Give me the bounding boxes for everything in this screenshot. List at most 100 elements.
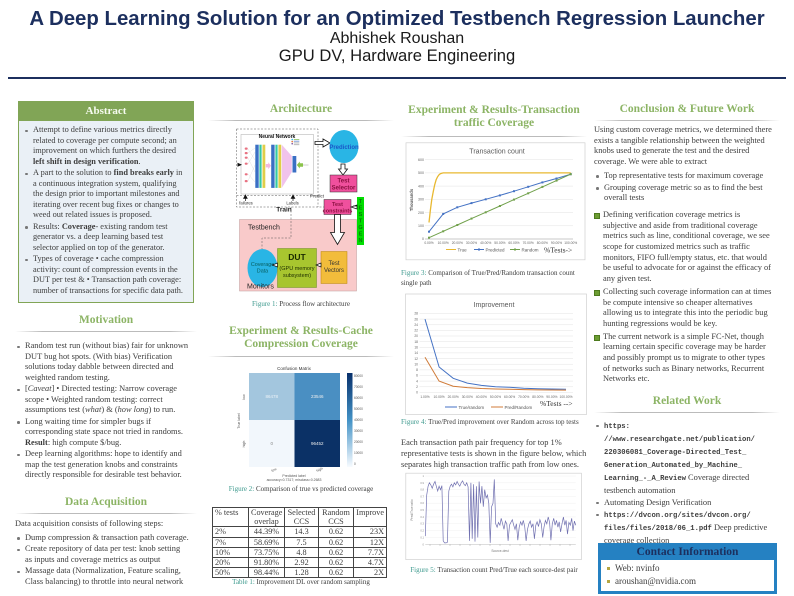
svg-text:Labels: Labels <box>286 201 298 206</box>
svg-text:1.00%: 1.00% <box>420 395 429 399</box>
svg-text:100.00%: 100.00% <box>564 241 577 245</box>
svg-text:12: 12 <box>414 357 418 361</box>
svg-text:0.2: 0.2 <box>420 529 424 533</box>
svg-text:10: 10 <box>414 362 418 366</box>
svg-text:Test: Test <box>338 179 350 185</box>
svg-text:failures: failures <box>239 201 253 206</box>
svg-text:0.3: 0.3 <box>420 522 424 526</box>
svg-text:8: 8 <box>416 368 418 372</box>
svg-text:Confusion Matrix: Confusion Matrix <box>277 366 312 371</box>
svg-text:Improvement: Improvement <box>474 302 515 309</box>
svg-text:90.00%: 90.00% <box>551 241 562 245</box>
svg-text:18: 18 <box>414 340 418 344</box>
svg-text:70.00%: 70.00% <box>518 395 529 399</box>
svg-text:80000: 80000 <box>354 374 363 378</box>
svg-text:Monitors: Monitors <box>247 284 274 291</box>
svg-text:300: 300 <box>418 198 424 202</box>
svg-text:60.00%: 60.00% <box>504 395 515 399</box>
svg-text:16: 16 <box>414 346 418 350</box>
svg-text:Vectors: Vectors <box>324 268 344 274</box>
svg-text:DUT: DUT <box>288 252 306 262</box>
svg-text:Pred/Random: Pred/Random <box>505 405 533 410</box>
svg-text:500: 500 <box>418 171 424 175</box>
svg-text:100.00%: 100.00% <box>559 395 572 399</box>
svg-text:Train: Train <box>276 207 292 214</box>
svg-text:40.00%: 40.00% <box>480 241 491 245</box>
svg-text:10.00%: 10.00% <box>434 395 445 399</box>
svg-text:4: 4 <box>416 379 418 383</box>
svg-text:high: high <box>316 466 324 472</box>
svg-text:E: E <box>359 232 363 238</box>
svg-text:G: G <box>358 225 362 231</box>
svg-text:True: True <box>458 247 468 252</box>
svg-text:Predicted label: Predicted label <box>282 474 305 478</box>
svg-text:50.00%: 50.00% <box>494 241 505 245</box>
svg-text:Thousands: Thousands <box>409 188 414 211</box>
svg-text:0.4: 0.4 <box>420 515 424 519</box>
svg-text:40.00%: 40.00% <box>476 395 487 399</box>
svg-text:30.00%: 30.00% <box>462 395 473 399</box>
svg-text:26: 26 <box>414 317 418 321</box>
svg-text:subsystem): subsystem) <box>283 273 311 279</box>
svg-text:80.00%: 80.00% <box>532 395 543 399</box>
svg-text:80.00%: 80.00% <box>537 241 548 245</box>
svg-text:Test: Test <box>332 202 343 208</box>
svg-text:100: 100 <box>418 224 424 228</box>
svg-text:10.00%: 10.00% <box>438 241 449 245</box>
svg-text:Selector: Selector <box>332 186 356 192</box>
svg-text:N: N <box>359 238 363 244</box>
svg-text:Predicted: Predicted <box>486 247 506 252</box>
svg-text:30.00%: 30.00% <box>466 241 477 245</box>
svg-text:6: 6 <box>416 374 418 378</box>
svg-text:0: 0 <box>423 542 425 546</box>
svg-text:0: 0 <box>270 441 273 446</box>
svg-text:50.00%: 50.00% <box>490 395 501 399</box>
svg-text:Neural Network: Neural Network <box>259 134 296 140</box>
svg-text:28: 28 <box>414 312 418 316</box>
svg-text:0.8: 0.8 <box>420 488 424 492</box>
svg-text:0: 0 <box>416 391 418 395</box>
svg-text:Random: Random <box>522 247 539 252</box>
svg-text:Test: Test <box>328 261 339 267</box>
svg-text:70.00%: 70.00% <box>523 241 534 245</box>
svg-text:%Tests->: %Tests-> <box>544 246 572 255</box>
svg-text:0.00%: 0.00% <box>424 241 433 245</box>
svg-text:E: E <box>359 206 363 212</box>
svg-text:70000: 70000 <box>354 385 363 389</box>
svg-text:0.9: 0.9 <box>420 481 424 485</box>
svg-text:22: 22 <box>414 329 418 333</box>
svg-text:0: 0 <box>422 237 424 241</box>
svg-text:60000: 60000 <box>354 396 363 400</box>
svg-text:0.1: 0.1 <box>420 535 424 539</box>
svg-text:14: 14 <box>414 351 418 355</box>
svg-text:Data: Data <box>257 269 268 275</box>
svg-text:600: 600 <box>418 158 424 162</box>
svg-text:Source-dest: Source-dest <box>491 549 508 553</box>
svg-text:low: low <box>271 467 278 473</box>
svg-text:20000: 20000 <box>354 440 363 444</box>
svg-text:True label: True label <box>237 413 241 429</box>
svg-text:Coverage: Coverage <box>251 262 274 268</box>
svg-text:20.00%: 20.00% <box>452 241 463 245</box>
svg-text:constraints: constraints <box>323 209 353 215</box>
svg-text:Predict: Predict <box>310 194 325 199</box>
svg-text:1: 1 <box>423 474 425 478</box>
svg-text:high: high <box>242 441 246 448</box>
svg-text:50000: 50000 <box>354 407 363 411</box>
svg-text:T: T <box>359 219 363 225</box>
svg-text:20: 20 <box>414 334 418 338</box>
svg-text:True/random: True/random <box>459 405 485 410</box>
svg-text:40000: 40000 <box>354 418 363 422</box>
svg-text:400: 400 <box>418 184 424 188</box>
svg-text:0: 0 <box>354 462 356 466</box>
svg-text:0.6: 0.6 <box>420 501 424 505</box>
svg-text:90.00%: 90.00% <box>546 395 557 399</box>
svg-text:Prediction: Prediction <box>329 145 359 151</box>
svg-text:20.00%: 20.00% <box>448 395 459 399</box>
svg-text:%Tests -->: %Tests --> <box>540 399 573 408</box>
svg-text:200: 200 <box>418 211 424 215</box>
svg-text:24: 24 <box>414 323 418 327</box>
svg-text:S: S <box>359 212 363 218</box>
svg-text:86478: 86478 <box>265 394 278 399</box>
svg-text:96452: 96452 <box>311 441 324 446</box>
